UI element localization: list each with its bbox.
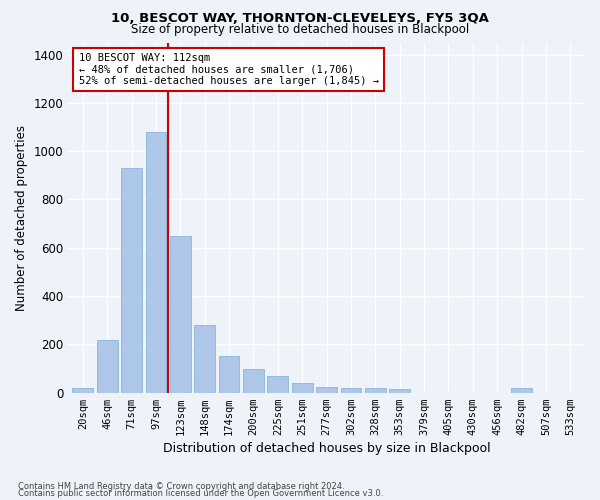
Bar [73,388,93,392]
Bar [219,356,239,392]
Bar [341,388,361,392]
Text: Contains public sector information licensed under the Open Government Licence v3: Contains public sector information licen… [18,490,383,498]
Y-axis label: Number of detached properties: Number of detached properties [15,124,28,310]
Bar [146,132,166,392]
Text: 10, BESCOT WAY, THORNTON-CLEVELEYS, FY5 3QA: 10, BESCOT WAY, THORNTON-CLEVELEYS, FY5 … [111,12,489,26]
Bar [170,236,191,392]
Bar [511,388,532,392]
Bar [365,388,386,392]
Text: Size of property relative to detached houses in Blackpool: Size of property relative to detached ho… [131,22,469,36]
Bar [97,340,118,392]
Bar [292,383,313,392]
Bar [268,376,288,392]
Bar [316,386,337,392]
X-axis label: Distribution of detached houses by size in Blackpool: Distribution of detached houses by size … [163,442,490,455]
Bar [389,389,410,392]
Bar [194,325,215,392]
Bar [243,368,264,392]
Bar [121,168,142,392]
Text: 10 BESCOT WAY: 112sqm
← 48% of detached houses are smaller (1,706)
52% of semi-d: 10 BESCOT WAY: 112sqm ← 48% of detached … [79,53,379,86]
Text: Contains HM Land Registry data © Crown copyright and database right 2024.: Contains HM Land Registry data © Crown c… [18,482,344,491]
